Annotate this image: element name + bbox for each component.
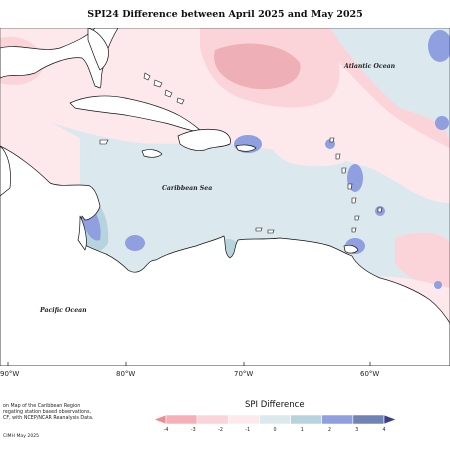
legend-tick-label: 3	[355, 427, 358, 433]
legend-swatch	[153, 414, 167, 425]
land-us-gulf-coast	[0, 28, 119, 89]
land-masses	[0, 28, 450, 366]
label-pacific-ocean: Pacific Ocean	[40, 307, 87, 314]
land-dominica	[341, 167, 347, 174]
longitude-label-60w: 60°W	[360, 370, 380, 378]
legend-tick-label: -4	[164, 427, 169, 433]
legend-tick-label: -1	[245, 427, 250, 433]
legend-tick-label: 2	[328, 427, 331, 433]
wet-strong-zone-atlantic-north	[428, 30, 450, 62]
land-guadeloupe	[335, 153, 341, 160]
legend-tick-label: 0	[273, 427, 276, 433]
wet-strong-zone-suriname	[434, 281, 442, 289]
land-bahamas-1	[143, 72, 151, 81]
land-jamaica	[141, 149, 163, 158]
legend-swatch	[259, 414, 291, 425]
legend-title: SPI Difference	[245, 400, 305, 410]
note-line: on Map of the Caribbean Region	[3, 404, 81, 409]
label-atlantic-ocean: Atlantic Ocean	[344, 63, 396, 70]
land-puerto-rico	[235, 144, 257, 152]
land-curacao	[267, 229, 275, 234]
legend-swatch	[383, 414, 397, 425]
land-bahamas-4	[176, 97, 185, 105]
land-st-vincent	[354, 215, 360, 221]
legend-swatch	[321, 414, 354, 425]
wet-strong-zone-atlantic-east	[435, 116, 449, 130]
land-barbados	[377, 207, 383, 213]
legend-swatch	[165, 414, 198, 425]
label-caribbean-sea: Caribbean Sea	[162, 185, 213, 192]
map-notes: on Map of the Caribbean Region regating …	[3, 404, 133, 423]
land-mexico-west	[0, 145, 11, 197]
land-st-lucia	[351, 197, 357, 204]
land-florida	[87, 28, 109, 71]
legend-tick-label: -2	[218, 427, 223, 433]
note-line: regating station based observations,	[3, 410, 92, 416]
land-belize-coast	[77, 215, 87, 251]
dry-mid-zone-southeast	[395, 232, 450, 293]
legend-tick-label: -3	[191, 427, 196, 433]
longitude-label-90w: 90°W	[0, 370, 20, 378]
land-bahamas-2	[153, 79, 163, 88]
note-line: CF, with NCEP/NCAR Reanalysis Data.	[3, 416, 94, 422]
legend-swatch	[196, 414, 229, 425]
graticule-ticks	[7, 362, 371, 366]
spi-difference-map	[0, 28, 450, 366]
map-title: SPI24 Difference between April 2025 and …	[87, 9, 363, 20]
wet-strong-zone-panama	[125, 235, 145, 251]
legend-swatch	[227, 414, 260, 425]
land-grenada	[351, 227, 357, 233]
longitude-label-70w: 70°W	[234, 370, 254, 378]
legend-tick-label: 4	[382, 427, 385, 433]
land-martinique	[347, 183, 353, 190]
land-central-south-america	[0, 145, 450, 366]
legend-swatch	[352, 414, 385, 425]
small-islands	[99, 72, 383, 234]
legend-swatch	[290, 414, 323, 425]
dry-strong-zone	[214, 43, 301, 90]
land-aruba	[255, 227, 263, 232]
land-trinidad	[343, 244, 359, 254]
land-bahamas-3	[164, 89, 173, 98]
longitude-label-80w: 80°W	[116, 370, 136, 378]
dry-light-zone-antilles	[268, 133, 350, 167]
legend-tick-label: 1	[301, 427, 304, 433]
color-legend: -4 -3 -2 -1 0 1 2 3 4	[153, 414, 397, 433]
land-cayman	[99, 139, 109, 145]
land-hispaniola	[177, 128, 231, 151]
map-credit: CIMH May 2025	[3, 434, 40, 439]
land-antigua	[329, 137, 335, 143]
